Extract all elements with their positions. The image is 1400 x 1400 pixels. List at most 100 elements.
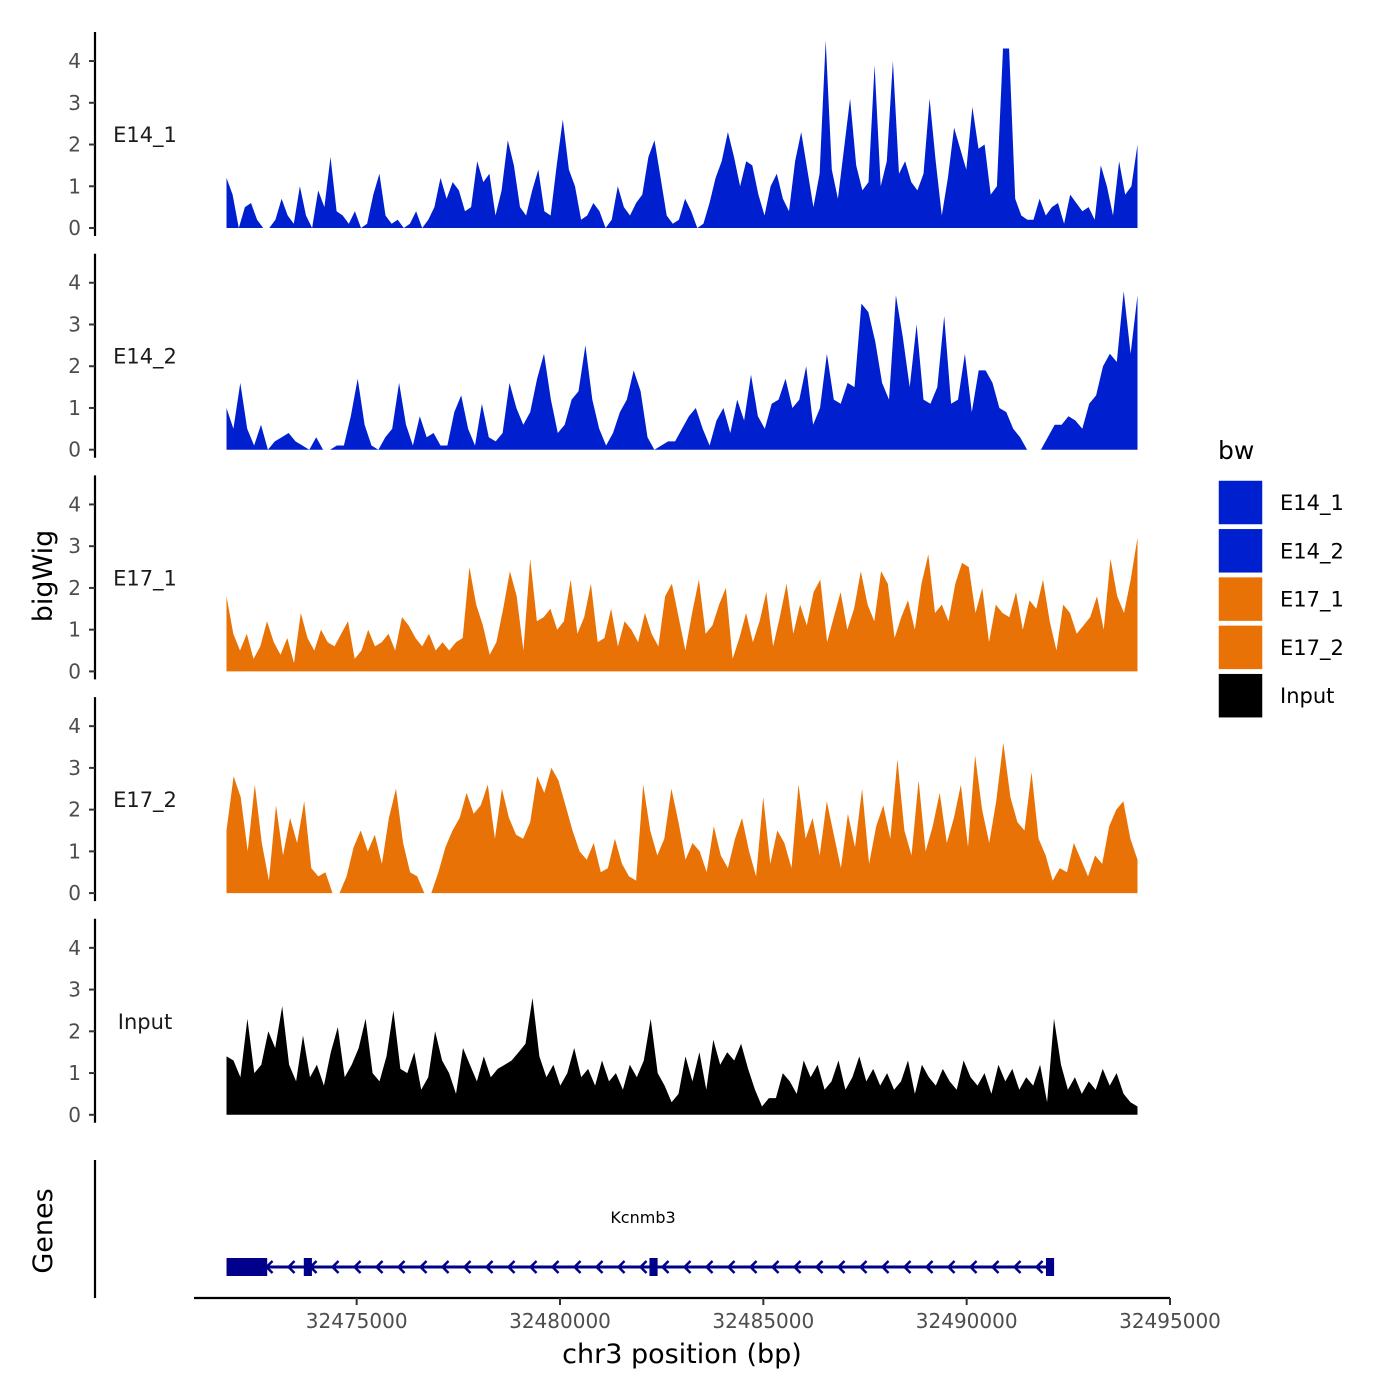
- strand-arrow: [990, 1260, 1000, 1274]
- gene-name-label: Kcnmb3: [610, 1208, 675, 1227]
- strand-arrow: [880, 1260, 890, 1274]
- y-tick-label: 1: [68, 396, 81, 420]
- strand-arrow: [286, 1260, 296, 1274]
- legend-item-Input: Input: [1217, 672, 1334, 719]
- strand-arrow: [748, 1260, 758, 1274]
- legend-swatch: [1217, 575, 1264, 623]
- strand-arrow: [506, 1260, 516, 1274]
- y-tick-label: 4: [68, 271, 81, 295]
- y-tick-label: 0: [68, 659, 81, 683]
- y-tick-label: 3: [68, 756, 81, 780]
- strand-arrow: [968, 1260, 978, 1274]
- y-tick-label: 4: [68, 492, 81, 516]
- legend-swatch: [1217, 479, 1264, 526]
- legend-item-E14_2: E14_2: [1217, 527, 1344, 575]
- signal-area-E14_2: [226, 291, 1138, 450]
- x-axis: 32475000 32480000 32485000 32490000 32495000…: [194, 1296, 1221, 1370]
- x-tick-label: 32475000: [306, 1309, 408, 1333]
- legend-item-E17_2: E17_2: [1217, 624, 1344, 671]
- y-tick-label: 1: [68, 618, 81, 642]
- strand-arrow: [814, 1260, 824, 1274]
- strand-arrow: [374, 1260, 384, 1274]
- strand-arrow: [660, 1260, 670, 1274]
- legend-label: E14_2: [1280, 539, 1344, 564]
- x-tick-label: 32490000: [916, 1309, 1018, 1333]
- strand-arrow: [704, 1260, 714, 1274]
- strand-arrow: [528, 1260, 538, 1274]
- strand-arrow: [396, 1260, 406, 1274]
- y-tick-label: 2: [68, 354, 81, 378]
- x-tick-label: 32485000: [712, 1309, 814, 1333]
- track-label: E14_1: [113, 123, 177, 148]
- strand-arrow: [770, 1260, 780, 1274]
- y-tick-label: 3: [68, 978, 81, 1002]
- strand-arrow: [858, 1260, 868, 1274]
- strand-arrow: [550, 1260, 560, 1274]
- y-tick-label: 1: [68, 839, 81, 863]
- x-tick-label: 32480000: [509, 1309, 611, 1333]
- strand-arrow: [1012, 1260, 1022, 1274]
- y-axis-title: bigWig: [28, 530, 59, 623]
- strand-arrow: [440, 1260, 450, 1274]
- y-tick-label: 0: [68, 216, 81, 240]
- track-panels: 0 1 2 3 4 E14_1 0 1 2 3 4 E14_2 0 1 2 3 4 E17_1 0 1 2 3 4 E17_2…: [68, 32, 1138, 1127]
- legend-item-E14_1: E14_1: [1217, 479, 1344, 526]
- legend-label: E17_2: [1280, 636, 1344, 661]
- gene-exon: [303, 1258, 312, 1276]
- strand-arrow: [726, 1260, 736, 1274]
- track-label: E17_2: [113, 788, 177, 813]
- strand-arrow: [594, 1260, 604, 1274]
- legend-label: E17_1: [1280, 588, 1344, 613]
- y-tick-label: 3: [68, 91, 81, 115]
- x-tick-label: 32495000: [1119, 1309, 1221, 1333]
- gene-track-label: Genes: [28, 1188, 59, 1273]
- y-tick-label: 3: [68, 534, 81, 558]
- gene-track: Genes Kcnmb3: [28, 1160, 1055, 1298]
- strand-arrow: [330, 1260, 340, 1274]
- legend-swatch: [1217, 527, 1264, 575]
- legend-items: E14_1 E14_2 E17_1 E17_2 Input: [1217, 479, 1344, 719]
- y-tick-label: 1: [68, 174, 81, 198]
- legend-swatch: [1217, 624, 1264, 671]
- legend: bw E14_1 E14_2 E17_1 E17_2 Input: [1217, 436, 1344, 719]
- gene-model: [226, 1258, 1055, 1276]
- gene-exon: [1045, 1258, 1055, 1276]
- legend-label: Input: [1280, 684, 1334, 708]
- strand-arrow: [352, 1260, 362, 1274]
- y-tick-label: 0: [68, 1103, 81, 1127]
- x-axis-ticks: 32475000 32480000 32485000 32490000 32495000: [306, 1298, 1221, 1333]
- strand-arrow: [418, 1260, 428, 1274]
- strand-arrow: [682, 1260, 692, 1274]
- track-label: E17_1: [113, 566, 177, 591]
- y-tick-label: 0: [68, 438, 81, 462]
- track-label: E14_2: [113, 345, 177, 370]
- y-tick-label: 3: [68, 312, 81, 336]
- track-label: Input: [118, 1010, 172, 1034]
- gene-exon: [226, 1258, 268, 1276]
- strand-arrow: [902, 1260, 912, 1274]
- signal-area-E17_1: [226, 537, 1138, 672]
- gene-exon: [649, 1258, 658, 1276]
- strand-arrow: [946, 1260, 956, 1274]
- track-panel-E17_2: 0 1 2 3 4 E17_2: [68, 697, 1138, 905]
- track-panel-E17_1: 0 1 2 3 4 E17_1: [68, 475, 1138, 683]
- signal-area-E14_1: [226, 40, 1138, 229]
- strand-arrow: [792, 1260, 802, 1274]
- y-tick-label: 2: [68, 133, 81, 157]
- y-tick-label: 1: [68, 1061, 81, 1085]
- y-tick-label: 2: [68, 798, 81, 822]
- signal-area-E17_2: [226, 742, 1138, 894]
- y-tick-label: 2: [68, 1019, 81, 1043]
- strand-arrow: [572, 1260, 582, 1274]
- signal-area-Input: [226, 997, 1138, 1115]
- strand-arrow: [616, 1260, 626, 1274]
- y-tick-label: 4: [68, 936, 81, 960]
- y-tick-label: 0: [68, 881, 81, 905]
- strand-arrow: [462, 1260, 472, 1274]
- strand-arrow: [924, 1260, 934, 1274]
- legend-title: bw: [1218, 436, 1254, 465]
- track-panel-E14_2: 0 1 2 3 4 E14_2: [68, 253, 1138, 462]
- track-panel-E14_1: 0 1 2 3 4 E14_1: [68, 32, 1138, 240]
- strand-arrow: [1034, 1260, 1044, 1274]
